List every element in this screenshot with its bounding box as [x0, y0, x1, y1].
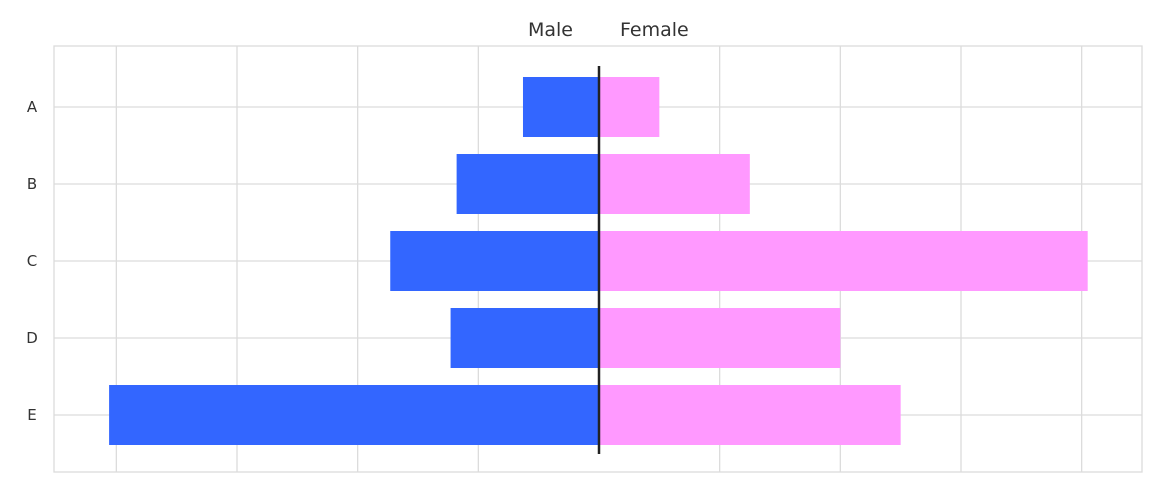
bar-female-a [599, 77, 660, 137]
bar-female-e [599, 385, 901, 445]
bar-female-c [599, 231, 1088, 291]
category-tick-label: D [26, 329, 38, 347]
series-header-female: Female [620, 19, 689, 41]
bar-male-d [450, 308, 599, 368]
plot-frame [53, 45, 1143, 473]
bar-male-b [456, 154, 599, 214]
category-tick-label: B [27, 175, 37, 193]
bar-female-b [599, 154, 750, 214]
label-layer: A B C D E Male Female [26, 19, 688, 424]
bar-male-e [109, 385, 600, 445]
bar-male-c [390, 231, 599, 291]
bar-male-a [522, 77, 599, 137]
series-header-male: Male [528, 19, 573, 41]
category-tick-label: E [27, 406, 36, 424]
bar-female-d [599, 308, 841, 368]
bar-layer [109, 66, 1088, 454]
category-tick-label: C [27, 252, 37, 270]
category-tick-label: A [27, 98, 38, 116]
